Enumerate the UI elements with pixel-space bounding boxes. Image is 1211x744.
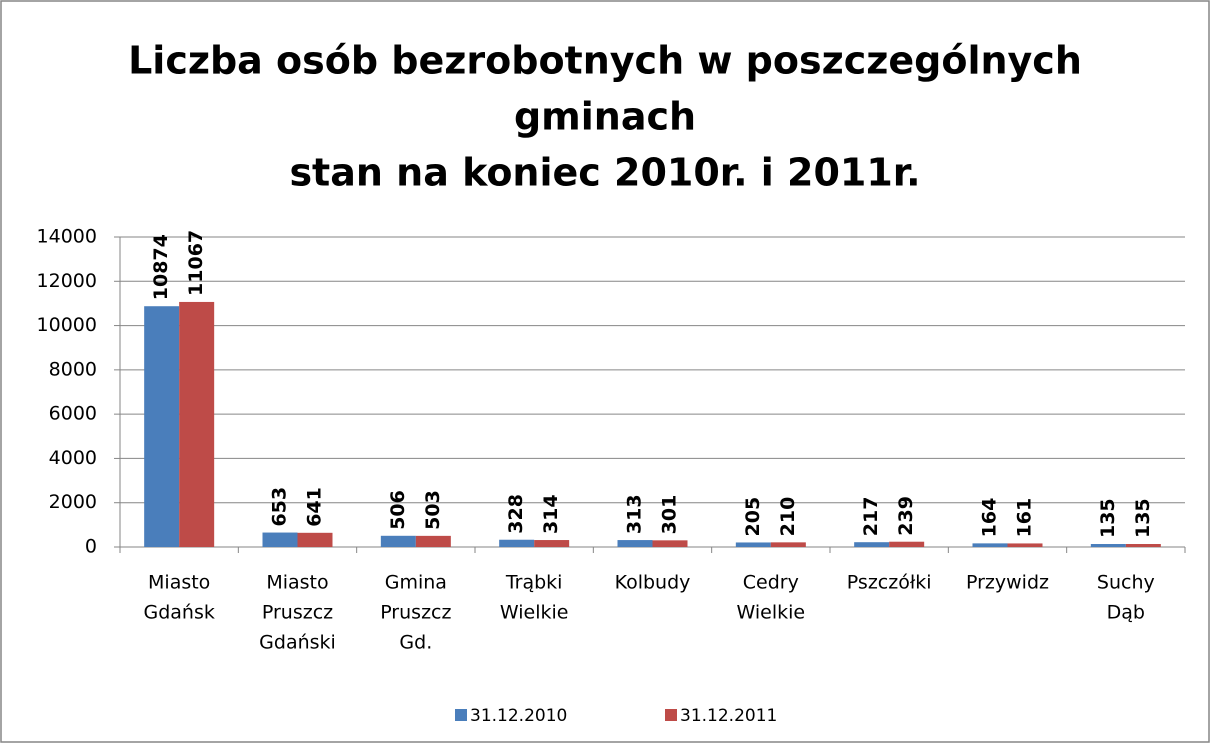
x-tick-label: Miasto bbox=[148, 572, 210, 594]
value-label: 313 bbox=[624, 494, 646, 534]
value-label: 10874 bbox=[150, 234, 172, 300]
value-label: 506 bbox=[387, 490, 409, 530]
x-tick-label: Suchy bbox=[1097, 572, 1155, 594]
x-tick-label: Gdańsk bbox=[143, 602, 214, 624]
value-label: 210 bbox=[777, 497, 799, 537]
y-tick-label: 4000 bbox=[49, 447, 97, 469]
y-tick-label: 14000 bbox=[37, 226, 97, 248]
y-tick-label: 6000 bbox=[49, 403, 97, 425]
value-label: 314 bbox=[540, 494, 562, 534]
bar bbox=[144, 306, 180, 547]
x-tick-label: Wielkie bbox=[737, 602, 806, 624]
bar bbox=[415, 535, 451, 547]
legend-swatch bbox=[665, 709, 677, 721]
x-tick-label: Dąb bbox=[1107, 602, 1145, 624]
value-label: 641 bbox=[304, 487, 326, 527]
y-tick-label: 8000 bbox=[49, 358, 97, 380]
y-tick-label: 0 bbox=[85, 536, 97, 558]
x-tick-label: Przywidz bbox=[966, 572, 1049, 594]
x-tick-label: Pruszcz bbox=[262, 602, 333, 624]
bar bbox=[1090, 544, 1126, 547]
bar bbox=[179, 301, 215, 547]
x-tick-label: Gmina bbox=[385, 572, 447, 594]
bar bbox=[735, 542, 771, 547]
bar bbox=[1125, 544, 1161, 547]
bar bbox=[534, 540, 570, 547]
bar bbox=[770, 542, 806, 547]
y-tick-label: 2000 bbox=[49, 491, 97, 513]
value-label: 503 bbox=[422, 490, 444, 530]
x-tick-label: Trąbki bbox=[505, 572, 563, 594]
value-label: 161 bbox=[1014, 498, 1036, 538]
value-label: 205 bbox=[742, 497, 764, 537]
chart-title: stan na koniec 2010r. i 2011r. bbox=[289, 151, 920, 195]
x-tick-label: Pruszcz bbox=[380, 602, 451, 624]
value-label: 164 bbox=[979, 498, 1001, 538]
value-label: 11067 bbox=[185, 230, 207, 296]
value-label: 328 bbox=[505, 494, 527, 534]
x-tick-label: Gd. bbox=[399, 632, 432, 654]
x-tick-label: Miasto bbox=[266, 572, 328, 594]
x-tick-label: Cedry bbox=[743, 572, 799, 594]
value-label: 135 bbox=[1097, 498, 1119, 538]
x-tick-label: Pszczółki bbox=[847, 572, 932, 594]
bar bbox=[499, 539, 535, 547]
legend-swatch bbox=[455, 709, 467, 721]
bar bbox=[380, 535, 416, 547]
bar bbox=[972, 543, 1008, 547]
value-label: 217 bbox=[860, 497, 882, 537]
bar bbox=[262, 532, 298, 547]
y-tick-label: 12000 bbox=[37, 270, 97, 292]
value-label: 135 bbox=[1132, 498, 1154, 538]
y-tick-label: 10000 bbox=[37, 314, 97, 336]
chart-title: gminach bbox=[514, 95, 696, 139]
legend-label: 31.12.2010 bbox=[470, 706, 567, 726]
bar bbox=[652, 540, 688, 547]
chart-title: Liczba osób bezrobotnych w poszczególnyc… bbox=[128, 39, 1082, 83]
value-label: 653 bbox=[269, 487, 291, 527]
x-tick-label: Wielkie bbox=[500, 602, 569, 624]
x-tick-label: Gdański bbox=[259, 632, 336, 654]
legend-label: 31.12.2011 bbox=[680, 706, 777, 726]
bar bbox=[1007, 543, 1043, 547]
value-label: 239 bbox=[895, 496, 917, 536]
bar bbox=[617, 540, 653, 547]
x-tick-label: Kolbudy bbox=[615, 572, 691, 594]
bar bbox=[889, 541, 925, 547]
bar bbox=[854, 542, 890, 547]
bar bbox=[297, 532, 333, 547]
value-label: 301 bbox=[659, 495, 681, 535]
